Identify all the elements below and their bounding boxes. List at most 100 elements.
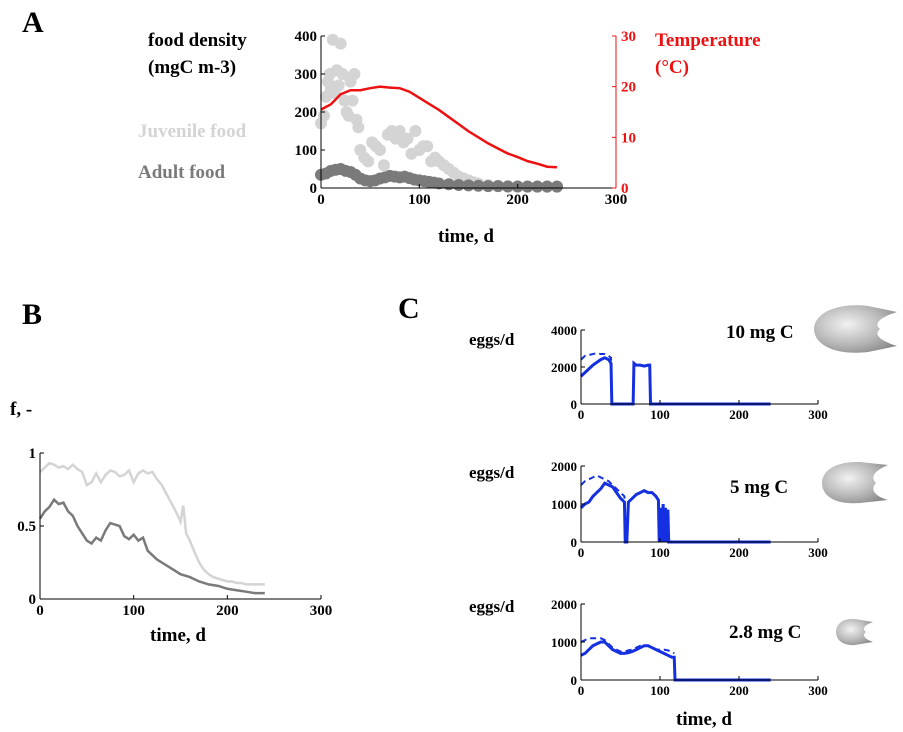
y-tick-label: 200 <box>295 105 318 121</box>
x-tick-label: 300 <box>808 407 828 422</box>
panel-a-marks <box>315 33 563 193</box>
x-tick-label: 300 <box>808 545 828 560</box>
juvenile-food-point <box>362 155 375 168</box>
y-tick-label: 1 <box>29 446 37 462</box>
panel-c1-ylabel: eggs/d <box>469 330 515 349</box>
panel-c3-ylabel: eggs/d <box>469 597 515 616</box>
juvenile-food-point <box>352 121 365 134</box>
y-tick-label: 300 <box>295 67 318 83</box>
panel-c2-marks <box>579 474 771 544</box>
panel-c-xlabel: time, d <box>676 709 732 730</box>
adult-food-point <box>482 180 495 193</box>
eggs-line <box>580 640 771 682</box>
panel-c3-marks <box>580 637 771 682</box>
panel-c3-chart: 0 100 200 300 0 1000 2000 eggs/d 2.8 mg C time… <box>469 597 873 730</box>
x-tick-label: 0 <box>36 603 44 619</box>
y-tick-label: 0.5 <box>17 519 36 535</box>
juvenile-food-point <box>374 144 386 156</box>
y-tick-label: 2000 <box>551 360 577 375</box>
x-tick-label: 200 <box>729 545 749 560</box>
legend-juvenile-food: Juvenile food <box>138 121 247 142</box>
juvenile-food-point <box>393 125 406 137</box>
x-tick-label: 100 <box>650 407 670 422</box>
juvenile-food-point <box>346 94 359 107</box>
eggs-dashed-line <box>580 352 613 405</box>
y2-tick-label: 10 <box>621 130 636 146</box>
y-tick-label: 0 <box>571 535 578 550</box>
x-tick-label: 100 <box>408 192 431 208</box>
adult-food-point <box>442 178 455 191</box>
y-tick-label: 0 <box>310 181 318 197</box>
eggs-line <box>579 356 771 406</box>
panel-c1-marks <box>579 352 771 406</box>
panel-c2-ylabel: eggs/d <box>469 463 515 482</box>
x-tick-label: 300 <box>605 192 628 208</box>
panel-letter-b: B <box>22 298 42 331</box>
y-tick-label: 0 <box>29 592 37 608</box>
eggs-dashed-line <box>580 637 675 655</box>
adult-food-point <box>433 177 445 190</box>
x-tick-label: 300 <box>808 683 828 698</box>
y-tick-label: 2000 <box>551 459 577 474</box>
y2-tick-label: 0 <box>621 181 629 197</box>
adult-f-line <box>38 497 265 595</box>
adult-food-point <box>541 180 554 193</box>
juvenile-food-point <box>421 140 434 153</box>
x-tick-label: 0 <box>317 192 325 208</box>
panel-c3-annotation: 2.8 mg C <box>729 622 801 643</box>
egg-icon-large <box>814 305 897 353</box>
juvenile-food-point <box>332 79 345 92</box>
panel-a-xlabel: time, d <box>438 226 494 247</box>
eggs-line <box>579 481 771 544</box>
panel-b-xlabel: time, d <box>150 625 206 646</box>
adult-food-point <box>531 180 544 193</box>
y-tick-label: 1000 <box>551 497 577 512</box>
panel-a-temperature-label-line1: Temperature <box>655 30 761 51</box>
panel-c1-chart: 0 100 200 300 0 2000 4000 eggs/d 10 mg C <box>469 305 897 422</box>
panel-c3-axes: 0 100 200 300 0 1000 2000 <box>551 597 828 698</box>
adult-food-point <box>472 179 485 192</box>
x-tick-label: 100 <box>122 603 145 619</box>
juvenile-food-point <box>401 132 414 145</box>
panel-c2-axes: 0 100 200 300 0 1000 2000 <box>551 459 828 560</box>
egg-icon-small <box>836 618 873 646</box>
x-tick-label: 200 <box>506 192 529 208</box>
x-tick-label: 0 <box>578 407 585 422</box>
panel-c2-annotation: 5 mg C <box>730 477 788 498</box>
juvenile-food-point <box>336 68 349 80</box>
panel-c1-annotation: 10 mg C <box>726 322 794 343</box>
panel-a-temperature-label-line2: (°C) <box>655 57 689 78</box>
legend-adult-food: Adult food <box>138 162 226 183</box>
panel-letter-a: A <box>22 6 44 39</box>
y-tick-label: 4000 <box>551 323 577 338</box>
y-tick-label: 2000 <box>551 597 577 612</box>
adult-food-point <box>551 180 563 193</box>
panel-b-chart: 0 100 200 300 0 0.5 1 f, - time, d <box>10 399 332 646</box>
juvenile-food-point <box>334 37 347 50</box>
adult-food-point <box>521 180 534 193</box>
panel-b-marks <box>38 461 265 595</box>
x-tick-label: 200 <box>216 603 239 619</box>
adult-food-point <box>492 180 504 193</box>
panel-a-ylabel-line1: food density <box>148 30 247 51</box>
temperature-line <box>320 85 558 169</box>
y2-tick-label: 30 <box>621 29 636 45</box>
y-tick-label: 100 <box>295 143 318 159</box>
juvenile-food-point <box>409 125 422 137</box>
y-tick-label: 1000 <box>551 635 577 650</box>
juvenile-f-line <box>39 461 265 586</box>
x-tick-label: 100 <box>650 683 670 698</box>
y-tick-label: 400 <box>295 29 318 45</box>
y-tick-label: 0 <box>571 397 578 412</box>
juvenile-food-point <box>348 68 361 80</box>
y-tick-label: 0 <box>571 673 578 688</box>
panel-b-axes: 0 100 200 300 0 0.5 1 <box>17 446 332 619</box>
x-tick-label: 0 <box>578 683 585 698</box>
juvenile-food-point <box>377 159 390 172</box>
panel-c1-axes: 0 100 200 300 0 2000 4000 <box>551 323 828 422</box>
panel-letter-c: C <box>398 292 420 325</box>
panel-a-ylabel-line2: (mgC m-3) <box>148 57 236 78</box>
